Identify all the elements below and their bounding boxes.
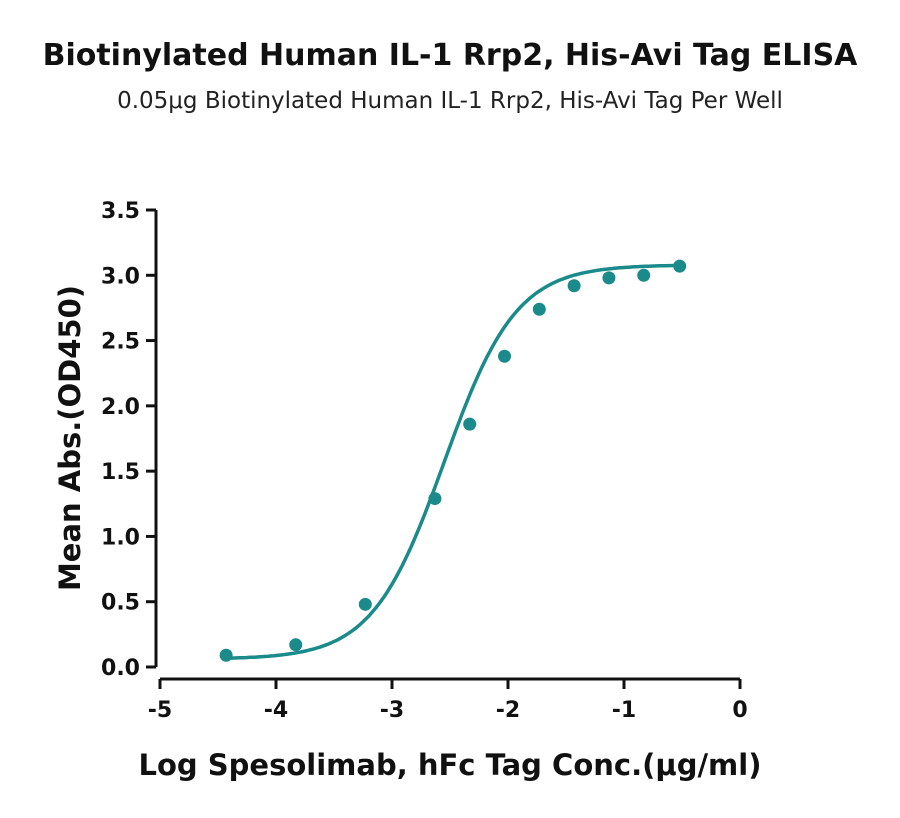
chart-title: Biotinylated Human IL-1 Rrp2, His-Avi Ta…: [42, 38, 858, 73]
x-ticks: -5 -4 -3 -2 -1 0: [148, 679, 748, 723]
y-tick-label: 3.0: [101, 264, 140, 289]
x-tick-label: -5: [148, 698, 172, 723]
y-axis-title: Mean Abs.(OD450): [53, 285, 87, 591]
y-tick-label: 0.0: [101, 656, 140, 681]
data-point: [532, 302, 546, 316]
x-tick-label: -4: [264, 698, 288, 723]
x-axis-title: Log Spesolimab, hFc Tag Conc.(μg/ml): [139, 748, 762, 782]
x-tick-label: -2: [496, 698, 520, 723]
x-tick-label: 0: [732, 698, 747, 723]
x-tick-label: -1: [612, 698, 636, 723]
x-tick-label: -3: [380, 698, 404, 723]
y-tick-label: 0.5: [101, 591, 140, 616]
data-point: [498, 349, 512, 363]
data-point: [637, 268, 651, 282]
axes: [154, 210, 740, 681]
data-point: [358, 597, 372, 611]
data-points: [219, 259, 687, 662]
y-tick-label: 2.0: [101, 395, 140, 420]
y-tick-label: 1.0: [101, 525, 140, 550]
data-point: [463, 417, 477, 431]
data-point: [602, 271, 616, 285]
data-point: [219, 648, 233, 662]
y-tick-label: 3.5: [101, 199, 140, 224]
data-point: [428, 492, 442, 506]
data-point: [567, 279, 581, 293]
y-ticks: 0.0 0.5 1.0 1.5 2.0 2.5 3.0 3.5: [101, 199, 156, 681]
data-point: [673, 259, 687, 273]
y-tick-label: 2.5: [101, 330, 140, 355]
chart-subtitle: 0.05μg Biotinylated Human IL-1 Rrp2, His…: [117, 88, 783, 114]
y-tick-label: 1.5: [101, 460, 140, 485]
fit-curve: [226, 263, 680, 660]
data-point: [289, 638, 303, 652]
